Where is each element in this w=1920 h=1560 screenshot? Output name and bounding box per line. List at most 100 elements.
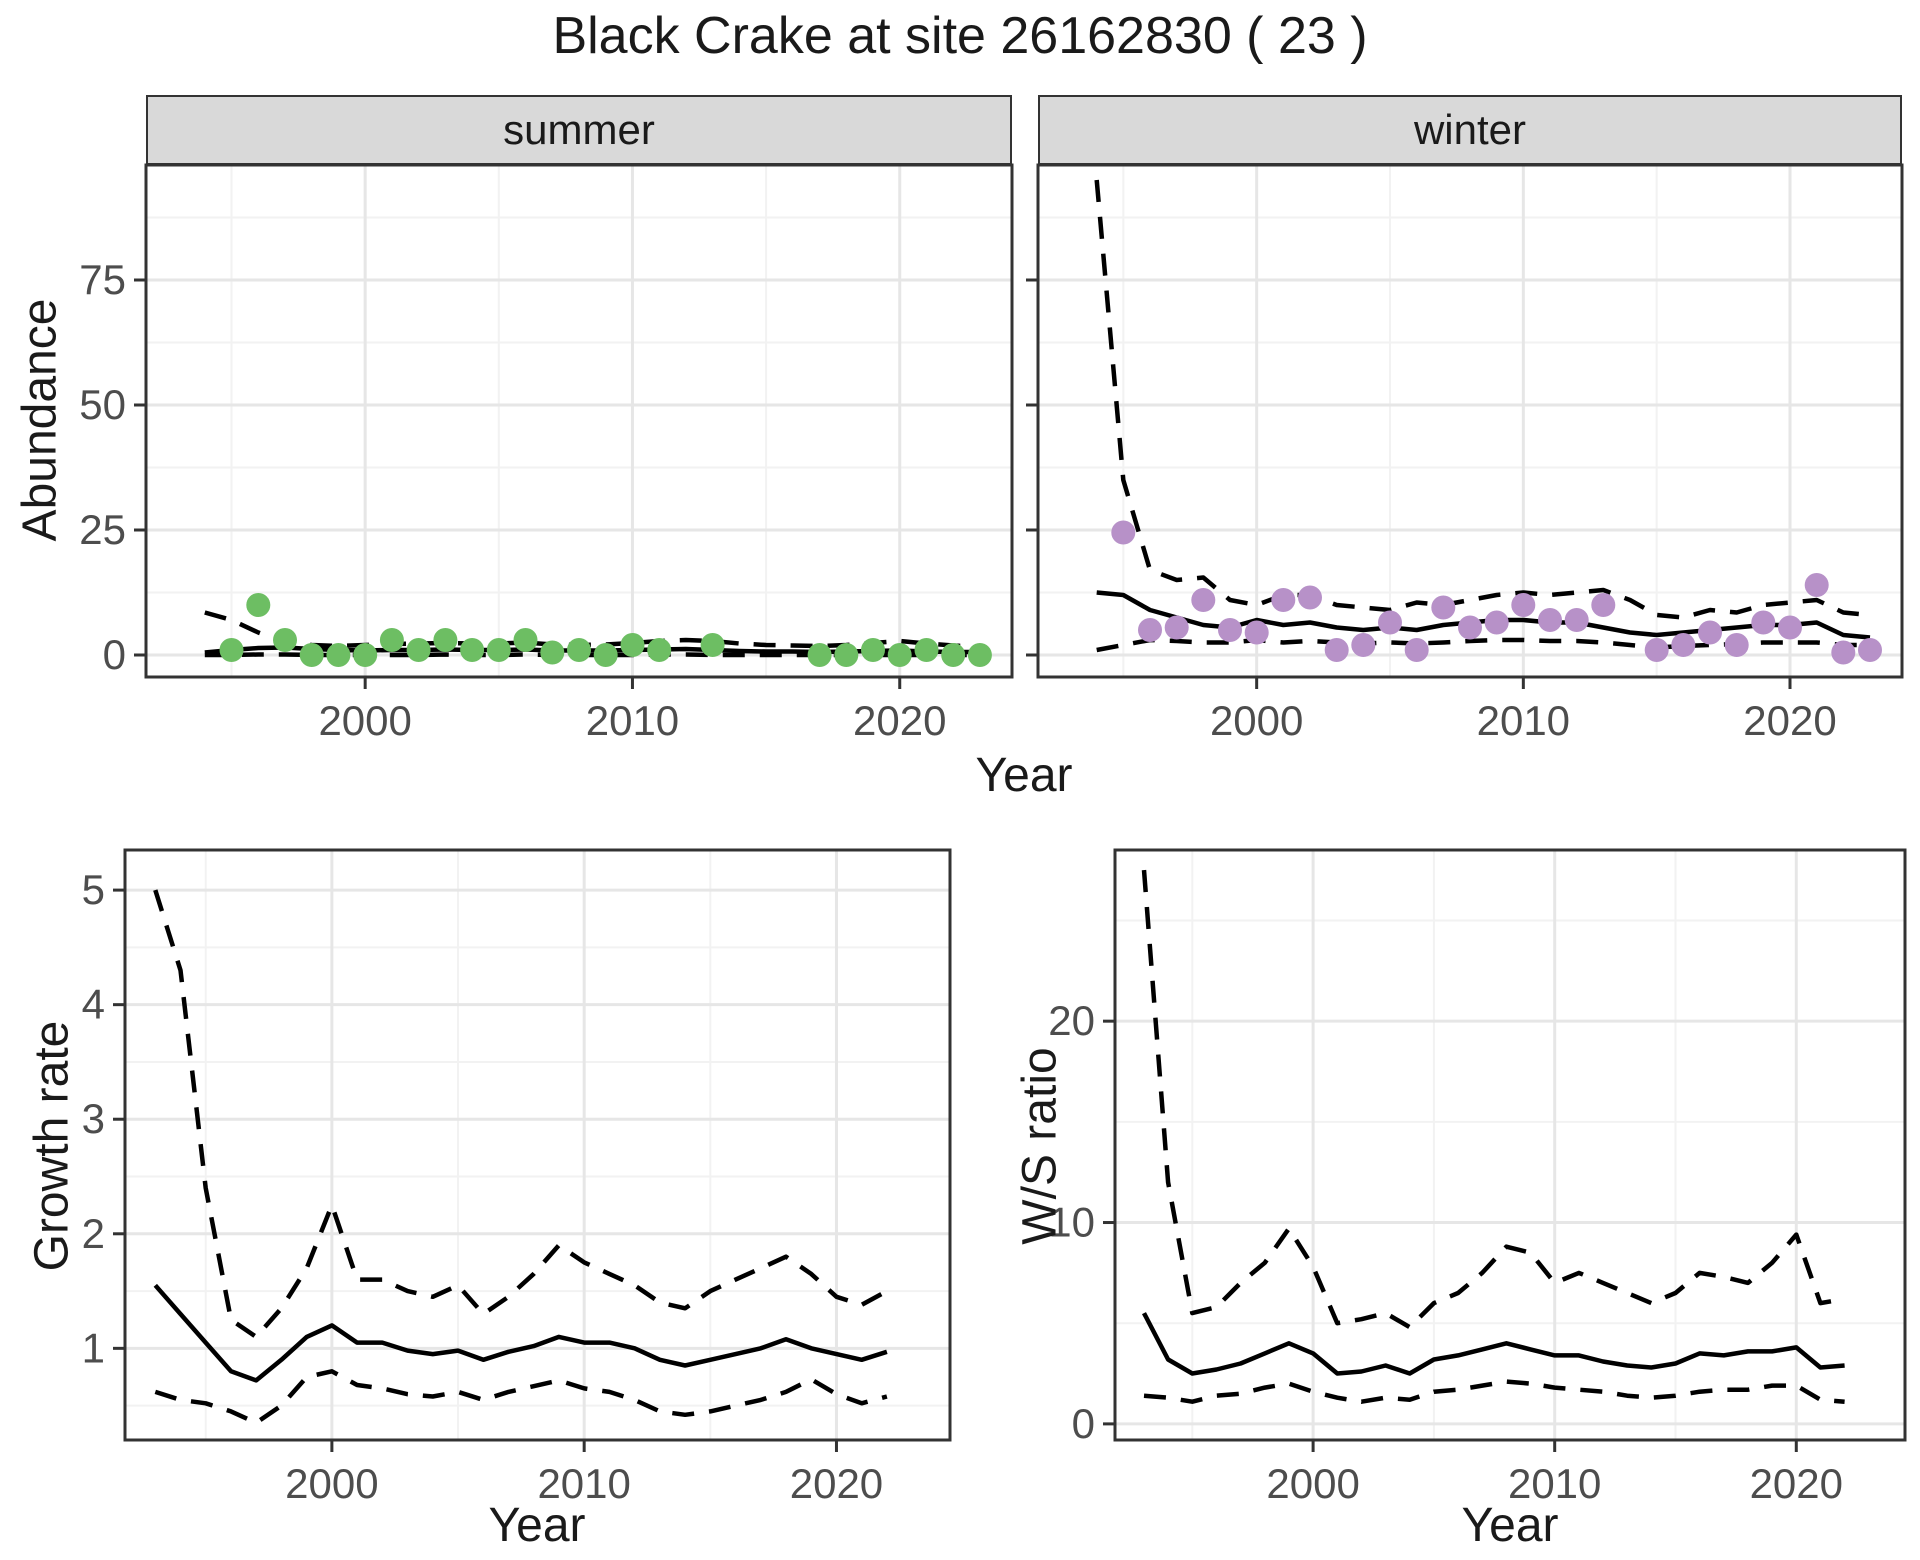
data-point [219, 638, 244, 662]
upper_95ci-line [1141, 869, 1845, 1330]
data-point [1751, 610, 1776, 635]
data-point [1271, 588, 1296, 612]
data-point [1298, 585, 1322, 610]
x-tick-label: 2010 [537, 1460, 630, 1507]
data-point [326, 643, 351, 667]
facet-strip-summer-label: summer [503, 106, 655, 153]
data-point [1858, 638, 1882, 662]
panel-ws_ratio: 2000 2010 2020 0 10 20 [1048, 848, 1907, 1507]
data-point [1111, 520, 1136, 545]
x-tick-label: 2000 [285, 1460, 378, 1507]
y-tick-label: 1 [82, 1324, 105, 1371]
median-line [153, 1283, 888, 1383]
x-tick-label: 2010 [1477, 697, 1570, 744]
data-point [1484, 610, 1509, 635]
figure-title: Black Crake at site 26162830 ( 23 ) [552, 7, 1368, 65]
y-axis-title-abundance: Abundance [13, 298, 67, 542]
y-axis-title-growth-rate: Growth rate [25, 1020, 79, 1272]
data-point [1724, 633, 1749, 657]
y-tick-label: 0 [1072, 1400, 1095, 1447]
panel-growth_rate: 2000 2010 2020 1 2 3 4 5 [82, 848, 952, 1507]
data-point [540, 640, 565, 665]
data-point [1698, 620, 1722, 645]
data-point [620, 633, 645, 657]
x-tick-label: 2000 [1210, 697, 1303, 744]
observed-points [1111, 520, 1882, 665]
panel-abundance_summer: 2000 2010 2020 0 25 50 75 [79, 163, 1014, 744]
data-point [1378, 610, 1402, 635]
data-point [647, 638, 672, 662]
data-point [567, 638, 591, 662]
data-point [1138, 618, 1162, 642]
data-point [1431, 595, 1456, 620]
data-point [834, 643, 859, 667]
facet-strip-summer: summer [146, 95, 1012, 165]
data-point [513, 628, 538, 652]
data-point [246, 593, 271, 617]
upper_95ci-line [153, 889, 888, 1340]
panel-border [144, 163, 1014, 679]
observed-points [219, 593, 992, 667]
data-point [1644, 638, 1669, 662]
x-tick-label: 2020 [1743, 697, 1836, 744]
data-point [700, 633, 725, 657]
data-point [887, 643, 912, 667]
x-tick-label: 2020 [1750, 1460, 1843, 1507]
data-point [1671, 633, 1696, 657]
y-tick-label: 4 [82, 981, 105, 1028]
x-tick-label: 2010 [1508, 1460, 1601, 1507]
panel-abundance_winter: 2000 2010 2020 [1026, 163, 1904, 744]
lower_95ci-line [154, 1369, 888, 1426]
data-point [1351, 633, 1376, 657]
panel-background [1115, 850, 1905, 1440]
data-point [1831, 640, 1856, 665]
y-tick-label: 3 [82, 1095, 105, 1142]
data-point [1324, 638, 1349, 662]
y-tick-label: 2 [82, 1210, 105, 1257]
data-point [914, 638, 939, 662]
y-tick-label: 10 [1048, 1199, 1095, 1246]
x-tick-label: 2000 [1266, 1460, 1359, 1507]
y-tick-label: 75 [79, 256, 126, 303]
x-tick-label: 2000 [318, 697, 411, 744]
y-tick-label: 20 [1048, 997, 1095, 1044]
data-point [941, 643, 966, 667]
panel-background [1038, 165, 1902, 677]
data-point [861, 638, 885, 662]
data-point [1564, 608, 1589, 632]
data-point [1404, 638, 1429, 662]
data-point [273, 628, 297, 652]
data-point [460, 638, 485, 662]
data-point [486, 638, 511, 662]
data-point [967, 643, 992, 667]
panel-background [146, 165, 1012, 677]
y-axis-title-ws-ratio: W/S ratio [1013, 1047, 1067, 1245]
x-tick-label: 2020 [790, 1460, 883, 1507]
data-point [1591, 593, 1616, 617]
data-point [1218, 618, 1242, 642]
y-tick-label: 50 [79, 381, 126, 428]
data-point [353, 643, 378, 667]
y-tick-label: 0 [103, 631, 126, 678]
y-tick-label: 5 [82, 866, 105, 913]
data-point [1511, 593, 1536, 617]
data-point [1191, 588, 1216, 612]
y-tick-label: 25 [79, 506, 126, 553]
data-point [379, 628, 404, 652]
x-tick-label: 2010 [586, 697, 679, 744]
data-point [807, 643, 832, 667]
lower_95ci-line [1143, 1379, 1845, 1404]
data-point [1778, 615, 1802, 640]
x-tick-label: 2020 [853, 697, 946, 744]
data-point [1804, 573, 1829, 597]
data-point [1244, 620, 1269, 645]
data-point [433, 628, 458, 652]
data-point [1458, 615, 1482, 640]
facet-strip-winter-label: winter [1413, 106, 1527, 153]
median-line [1142, 1312, 1845, 1376]
panel-border [1113, 848, 1907, 1442]
data-point [406, 638, 431, 662]
x-axis-title-year-growth: Year [488, 1499, 586, 1552]
